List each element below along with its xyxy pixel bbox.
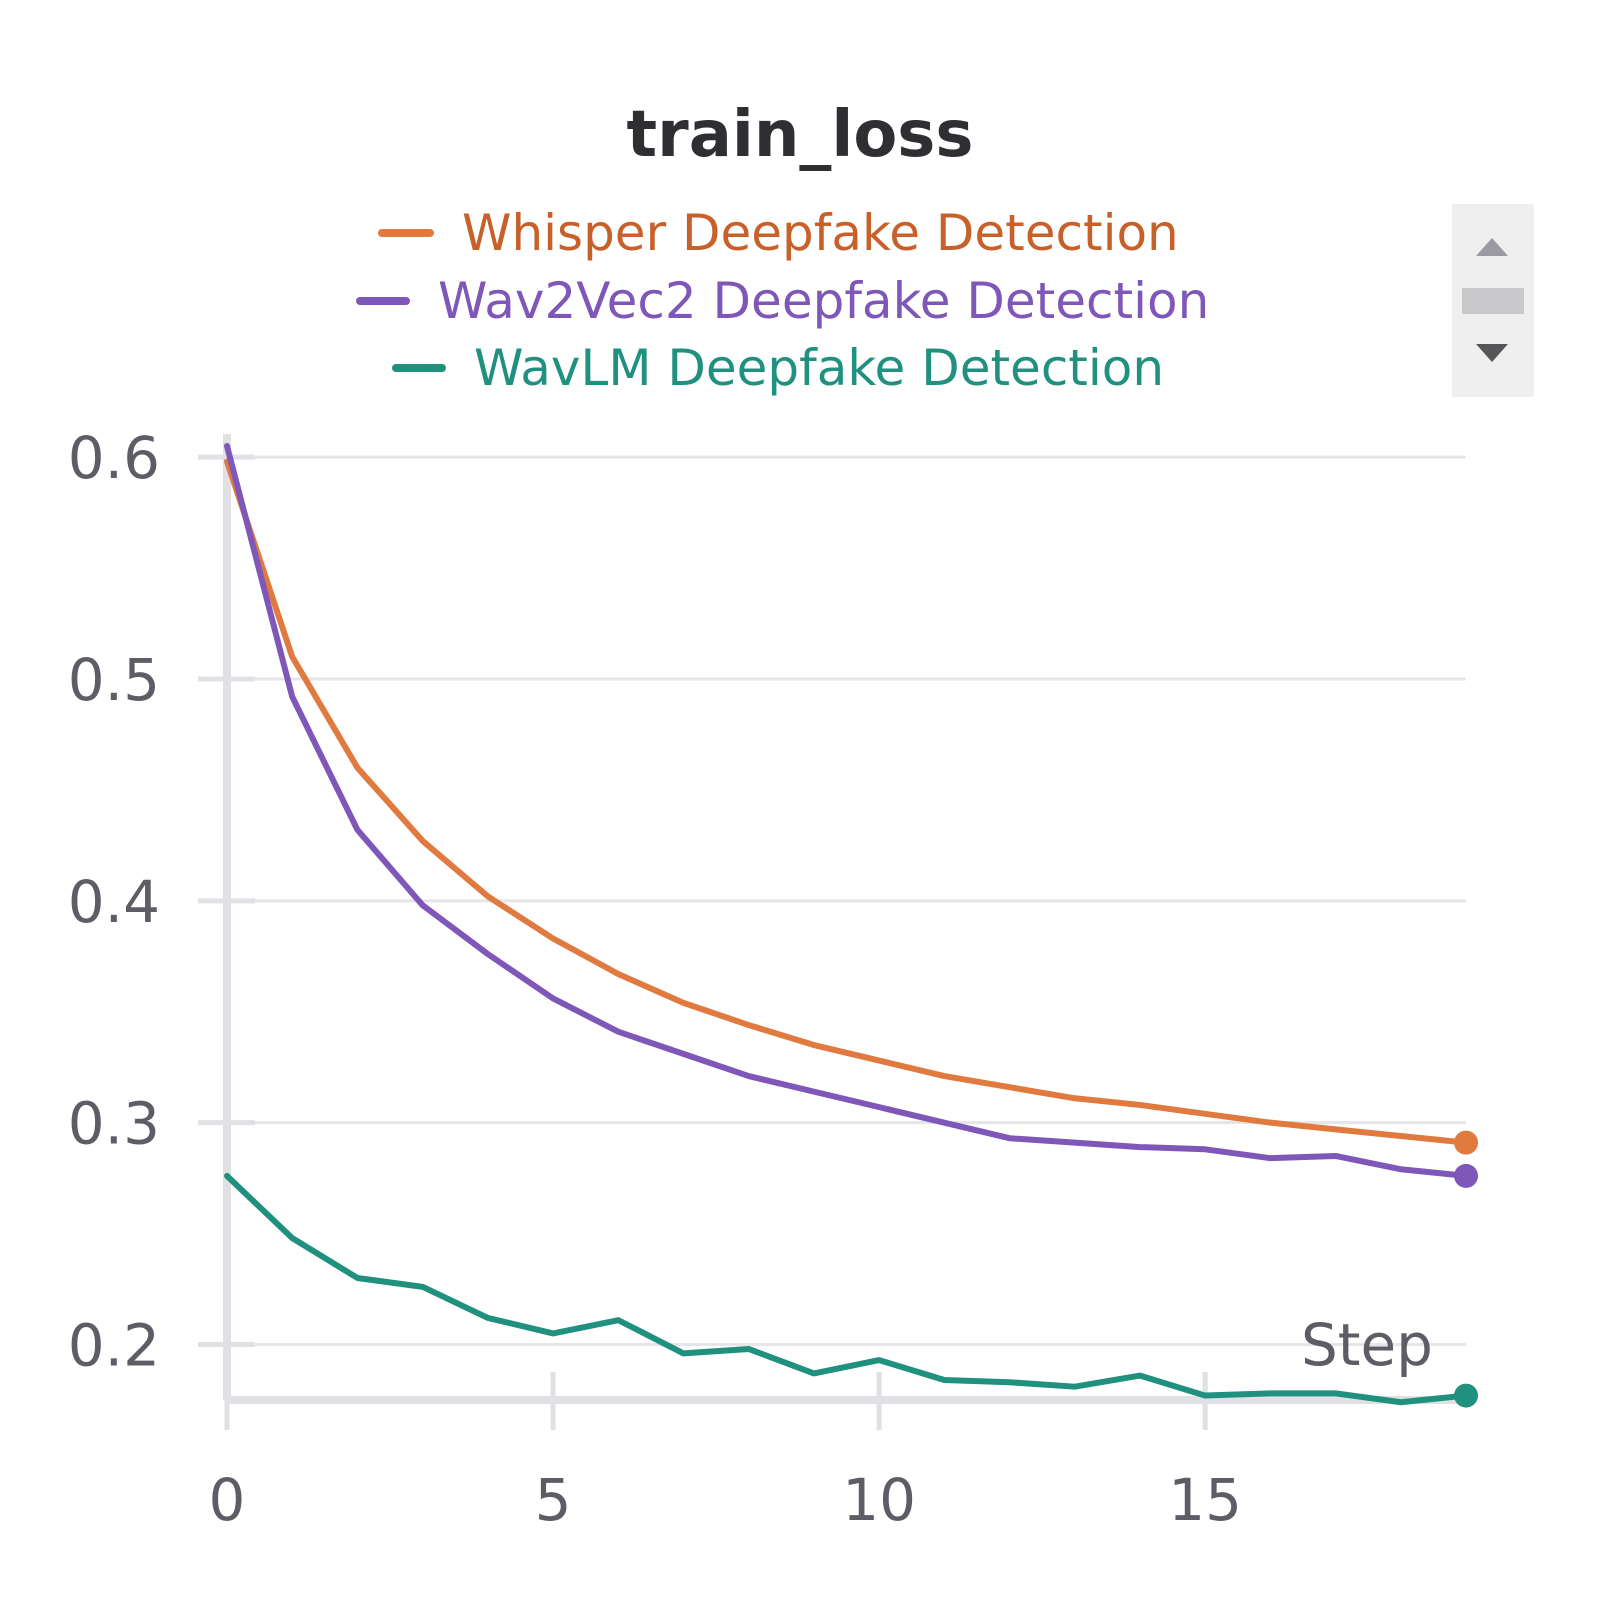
- y-tick-label: 0.2: [68, 1312, 160, 1380]
- series-endpoint-1: [1454, 1131, 1478, 1155]
- legend-item-1: Whisper Deepfake Detection: [382, 204, 1179, 262]
- legend-label: Whisper Deepfake Detection: [462, 204, 1179, 262]
- legend-scrollbar[interactable]: [1452, 204, 1534, 397]
- y-tick-label: 0.6: [68, 424, 160, 492]
- x-tick-label: 5: [535, 1466, 572, 1534]
- series-endpoint-2: [1454, 1164, 1478, 1188]
- chart-title: train_loss: [627, 98, 974, 172]
- series-line-2: [227, 446, 1466, 1176]
- x-tick-label: 10: [842, 1466, 916, 1534]
- tick-labels: 0.2 0.3 0.4 0.5 0.6 0 5 10 15: [68, 424, 1242, 1534]
- series-line-3: [227, 1176, 1466, 1402]
- legend-item-3: WavLM Deepfake Detection: [396, 339, 1164, 397]
- x-tick-label: 0: [209, 1466, 246, 1534]
- legend-item-2: Wav2Vec2 Deepfake Detection: [360, 272, 1209, 330]
- gridlines: [227, 457, 1466, 1344]
- legend-label: Wav2Vec2 Deepfake Detection: [438, 272, 1209, 330]
- series-endpoints: [1454, 1131, 1478, 1408]
- x-tick-label: 15: [1168, 1466, 1242, 1534]
- legend-label: WavLM Deepfake Detection: [474, 339, 1164, 397]
- y-tick-label: 0.5: [68, 646, 160, 714]
- y-tick-label: 0.3: [68, 1090, 160, 1158]
- scroll-thumb[interactable]: [1462, 288, 1524, 314]
- series-lines: [227, 446, 1466, 1402]
- y-tick-label: 0.4: [68, 868, 160, 936]
- legend: Whisper Deepfake Detection Wav2Vec2 Deepf…: [360, 204, 1209, 397]
- x-axis-title: Step: [1301, 1311, 1433, 1379]
- series-line-1: [227, 462, 1466, 1143]
- series-endpoint-3: [1454, 1384, 1478, 1408]
